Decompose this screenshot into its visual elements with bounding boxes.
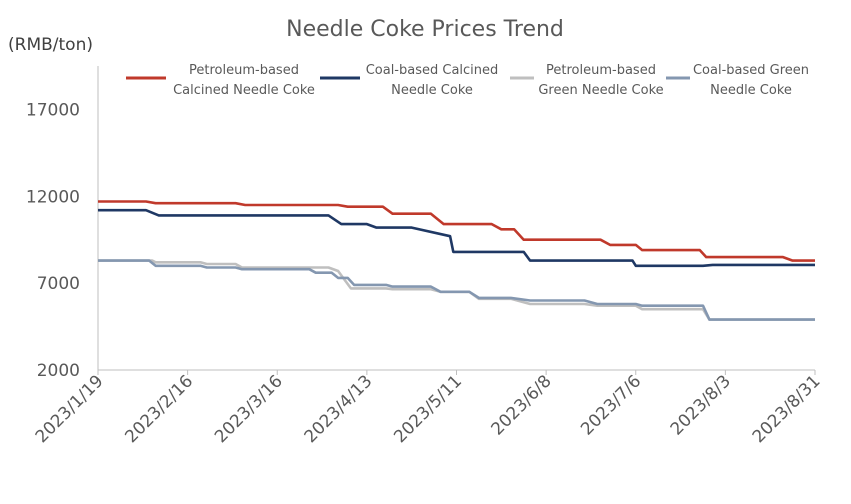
x-tick-label: 2023/8/3 [667,371,735,439]
series-line-2 [98,208,815,268]
series-lines [98,200,815,321]
legend-label-1: Petroleum-based [189,63,299,78]
y-axis-ticks: 2000 7000 12000 17000 [26,100,80,381]
x-tick-label: 2023/3/16 [211,371,287,447]
x-tick-label: 2023/2/16 [121,371,197,447]
legend-label-2: Coal-based Calcined [366,63,499,78]
series-line-4 [98,259,815,321]
x-tick-label: 2023/8/31 [749,371,825,447]
y-axis-unit-label: (RMB/ton) [8,35,93,55]
x-tick-label: 2023/4/13 [301,371,377,447]
x-tick-label: 2023/7/6 [577,371,645,439]
y-tick-label: 7000 [37,274,80,294]
y-tick-label: 2000 [37,361,80,381]
y-tick-label: 17000 [26,100,80,120]
x-tick-label: 2023/1/19 [32,371,108,447]
y-tick-label: 12000 [26,187,80,207]
x-tick-label: 2023/6/8 [488,371,556,439]
legend-label-3: Green Needle Coke [538,83,663,98]
legend: Petroleum-based Calcined Needle Coke Coal-… [126,63,809,98]
legend-label-3: Petroleum-based [546,63,656,78]
legend-label-1: Calcined Needle Coke [173,83,315,98]
legend-label-4: Coal-based Green [693,63,809,78]
x-tick-label: 2023/5/11 [390,371,466,447]
chart-title: Needle Coke Prices Trend [286,17,564,42]
x-axis-ticks: 2023/1/19 2023/2/16 2023/3/16 2023/4/13 2023… [32,370,825,447]
legend-label-2: Needle Coke [391,83,473,98]
series-line-3 [98,259,815,321]
legend-label-4: Needle Coke [710,83,792,98]
series-line-1 [98,200,815,262]
